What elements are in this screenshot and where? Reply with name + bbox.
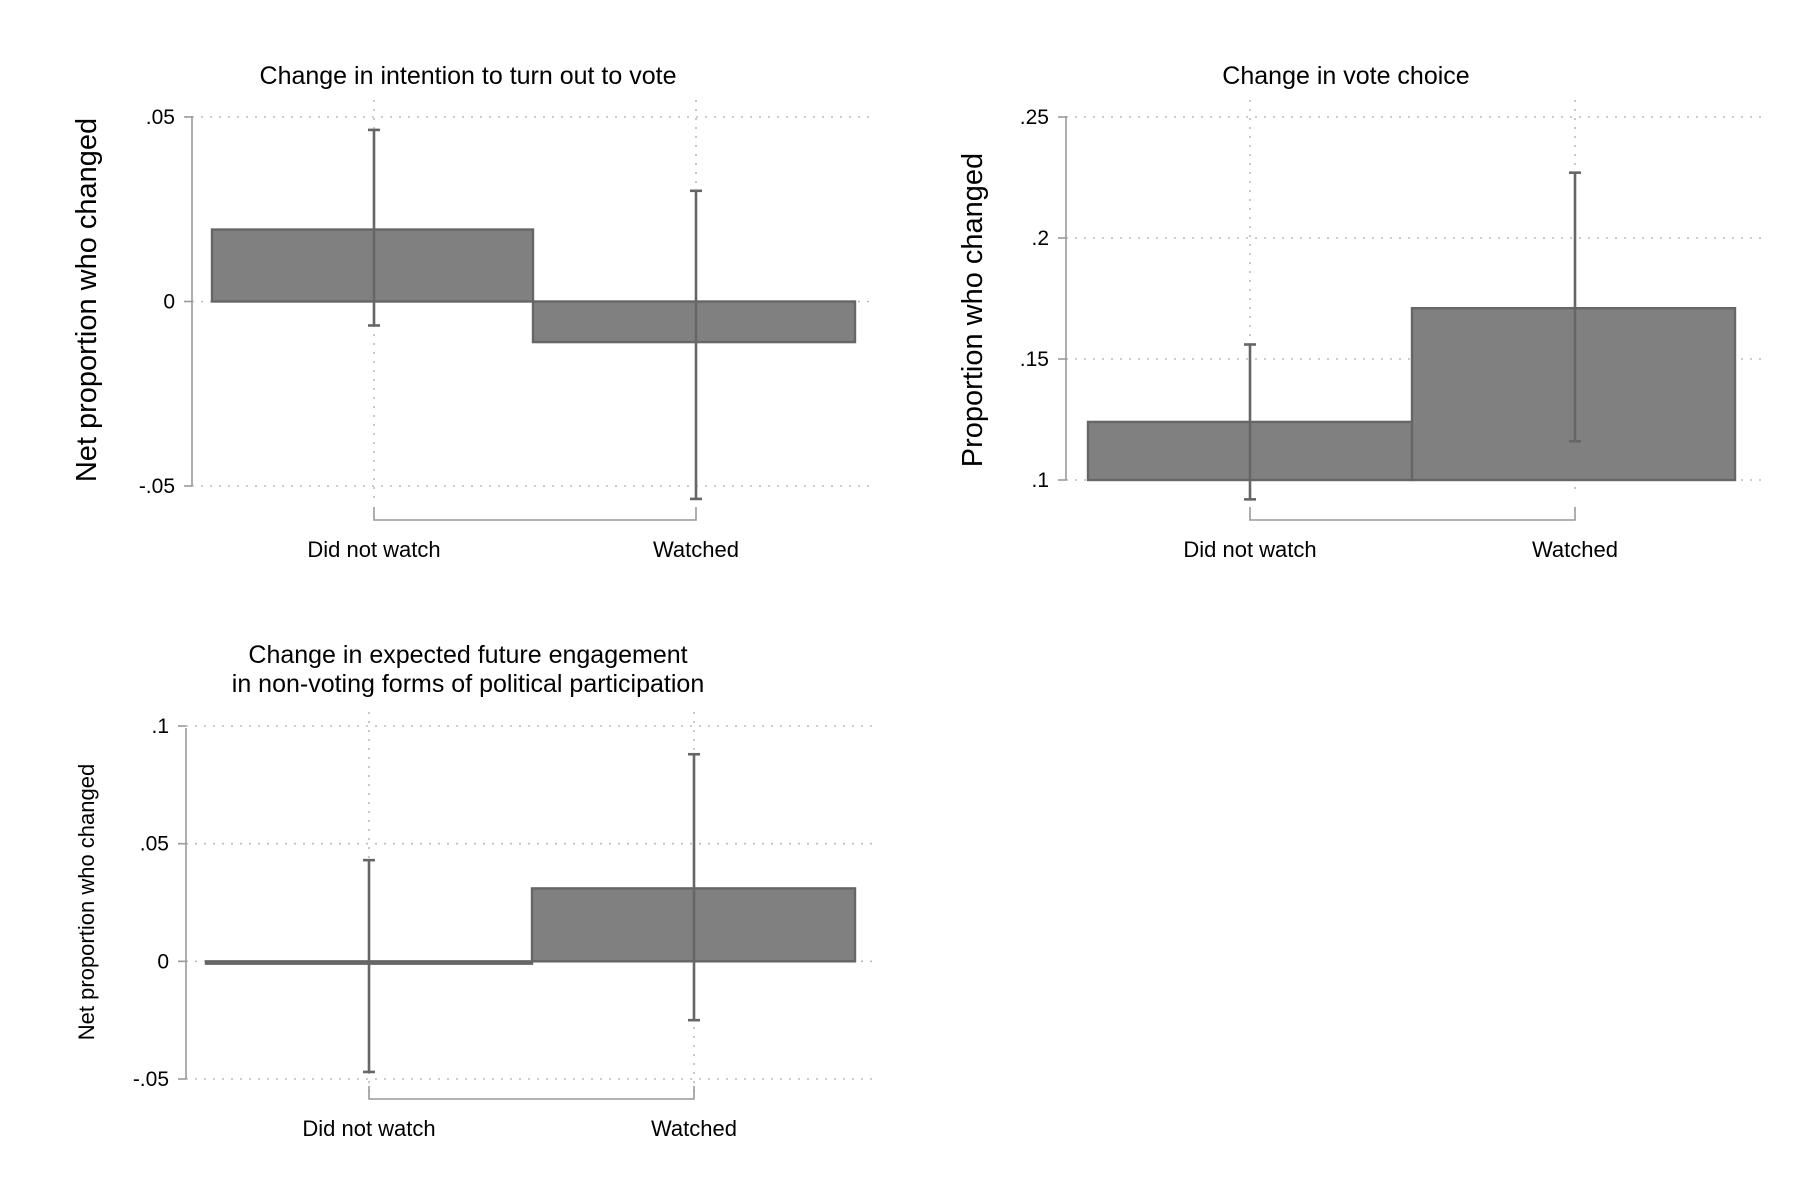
x-category-label-did-not-watch: Did not watch: [302, 1116, 435, 1141]
chart-panel-turnout-intention: Change in intention to turn out to vote N…: [71, 62, 872, 562]
y-axis-label: Proportion who changed: [957, 153, 989, 467]
y-tick-label: .1: [151, 715, 169, 738]
y-tick-label: -.05: [133, 1068, 169, 1091]
bar-watched: [1410, 306, 1737, 482]
y-axis-label: Net proportion who changed: [71, 118, 103, 482]
y-tick-label: 0: [157, 950, 169, 973]
chart-title-line-1: Change in expected future engagement: [248, 641, 687, 669]
y-tick-label: .25: [1020, 106, 1049, 129]
y-axis-label: Net proportion who changed: [74, 764, 99, 1040]
x-category-label-did-not-watch: Did not watch: [1183, 537, 1316, 562]
bar-did-not-watch: [210, 228, 535, 303]
x-category-label-watched: Watched: [651, 1116, 737, 1141]
x-category-label-did-not-watch: Did not watch: [307, 537, 440, 562]
y-tick-label: .05: [146, 106, 175, 129]
y-tick-label: .1: [1031, 469, 1049, 492]
y-tick-label: .2: [1031, 227, 1049, 250]
chart-title-line-2: in non-voting forms of political partici…: [232, 670, 704, 698]
x-axis-bracket: [1249, 507, 1576, 521]
x-axis-bracket: [373, 507, 697, 521]
bar-watched: [531, 300, 857, 344]
y-tick-label: .05: [140, 833, 169, 856]
x-category-label-watched: Watched: [1532, 537, 1618, 562]
chart-panel-vote-choice: Change in vote choice Proportion who chan…: [957, 62, 1762, 562]
chart-title: Change in vote choice: [1222, 62, 1469, 90]
y-tick-label: -.05: [139, 475, 175, 498]
x-category-label-watched: Watched: [653, 537, 739, 562]
y-tick-label: 0: [163, 291, 175, 314]
y-tick-label: .15: [1020, 348, 1049, 371]
chart-title: Change in intention to turn out to vote: [260, 62, 677, 90]
x-axis-bracket: [368, 1086, 695, 1100]
